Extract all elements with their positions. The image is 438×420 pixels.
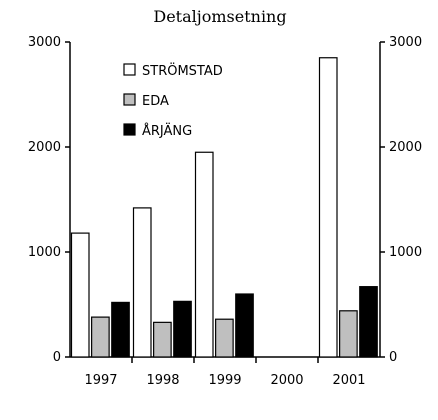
x-tick-label: 2000 <box>270 373 303 388</box>
y-tick-label-right: 2000 <box>389 140 422 155</box>
y-tick-label-left: 1000 <box>28 245 61 260</box>
legend-label: EDA <box>142 94 169 109</box>
bar-årjäng <box>173 300 192 358</box>
legend-swatch <box>123 93 136 106</box>
y-tick-label-right: 0 <box>389 350 397 365</box>
bar-årjäng <box>235 293 254 358</box>
x-tick-label: 2001 <box>332 373 365 388</box>
bar-strömstad <box>70 232 90 358</box>
y-tick-label-left: 3000 <box>28 35 61 50</box>
chart-title: Detaljomsetning <box>153 7 286 26</box>
legend-label: STRÖMSTAD <box>142 62 223 79</box>
y-tick-label-right: 3000 <box>389 35 422 50</box>
axes: 0 0 1000 1000 2000 2000 3000 3000 1997 1998 1999 20… <box>28 35 422 388</box>
legend-label: ÅRJÄNG <box>142 123 192 139</box>
y-tick-label-left: 2000 <box>28 140 61 155</box>
x-tick-label: 1999 <box>208 373 241 388</box>
y-tick-label-right: 1000 <box>389 245 422 260</box>
x-tick-label: 1997 <box>84 373 117 388</box>
x-tick-label: 1998 <box>146 373 179 388</box>
legend-swatch <box>123 63 136 76</box>
bar-strömstad <box>318 57 338 358</box>
legend: STRÖMSTAD EDA ÅRJÄNG <box>123 62 223 139</box>
bar-strömstad <box>132 207 152 358</box>
bar-eda <box>91 316 110 358</box>
bar-eda <box>215 318 234 358</box>
bar-strömstad <box>194 151 214 358</box>
y-tick-label-left: 0 <box>53 350 61 365</box>
bars <box>70 57 378 358</box>
bar-eda <box>339 310 358 358</box>
bar-årjäng <box>111 301 130 358</box>
bar-årjäng <box>359 286 378 358</box>
legend-swatch <box>123 123 136 136</box>
bar-eda <box>153 321 172 358</box>
